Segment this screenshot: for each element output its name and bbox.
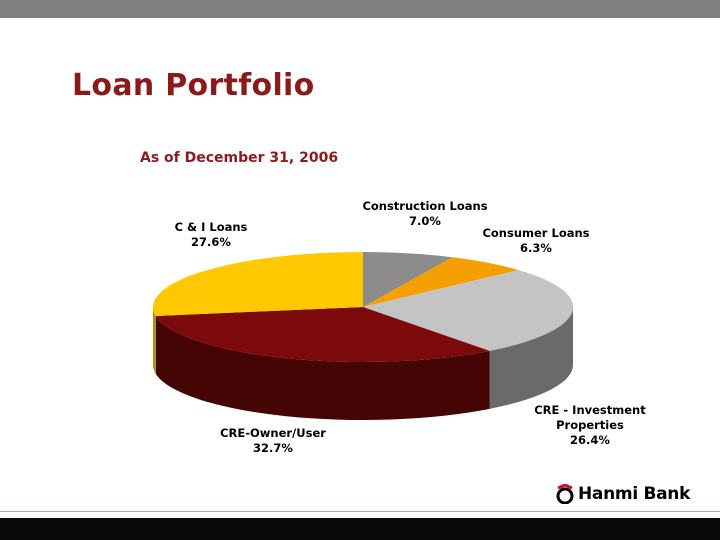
slice-cre-investment[interactable] [363,270,573,351]
slice-value-c-and-i-loans: 27.6% [191,235,231,249]
hanmi-logo-icon [556,484,574,504]
logo-text: Hanmi Bank [578,484,691,504]
slice-value-construction-loans: 7.0% [409,214,441,228]
slice-value-cre-owner-user: 32.7% [253,441,293,455]
label-cre-investment: CRE - Investment Properties 26.4% [525,403,655,448]
slice-label-cre-owner-user: CRE-Owner/User [220,426,326,440]
slice-label-consumer-loans: Consumer Loans [482,226,590,240]
bottom-bar [0,518,720,540]
footer-divider [0,511,720,512]
slice-label-construction-loans: Construction Loans [362,199,488,213]
slice-label-cre-investment: CRE - Investment Properties [534,403,646,432]
slice-c-and-i-loans[interactable] [153,252,363,316]
slice-construction-loans[interactable] [363,252,453,307]
slice-side-c-and-i-loans [153,307,156,374]
label-consumer-loans: Consumer Loans 6.3% [476,226,596,256]
label-cre-owner-user: CRE-Owner/User 32.7% [203,426,343,456]
page-title: Loan Portfolio [72,68,315,103]
label-c-and-i-loans: C & I Loans 27.6% [156,220,266,250]
slice-consumer-loans[interactable] [363,257,519,307]
slice-side-cre-owner-user [155,315,490,420]
slice-cre-owner-user[interactable] [155,307,490,363]
top-bar [0,0,720,18]
slice-label-c-and-i-loans: C & I Loans [174,220,248,234]
chart-subtitle: As of December 31, 2006 [140,150,339,166]
slice-side-cre-investment [489,307,573,409]
slice-value-consumer-loans: 6.3% [520,241,552,255]
slice-value-cre-investment: 26.4% [570,433,610,447]
label-construction-loans: Construction Loans 7.0% [355,199,495,229]
hanmi-bank-logo: Hanmi Bank [556,483,690,505]
